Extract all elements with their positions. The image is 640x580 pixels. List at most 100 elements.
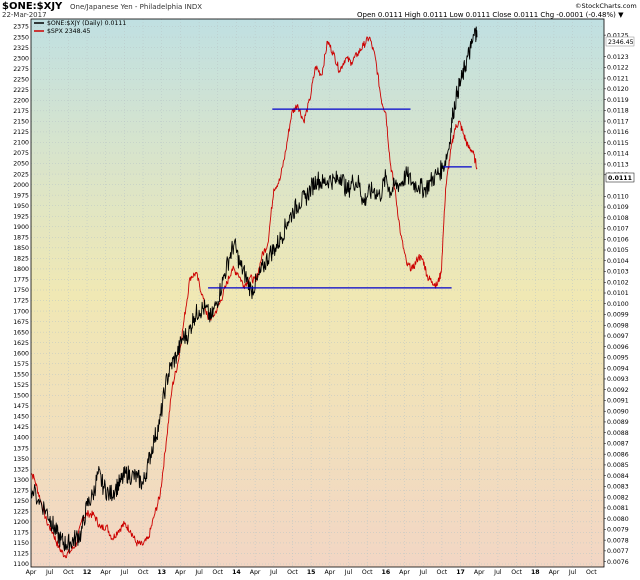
right-tick-label: 0.0114 <box>607 151 629 158</box>
spx-last-badge <box>605 36 635 47</box>
right-tick-label: 0.0116 <box>607 129 629 136</box>
xjy-series-line <box>31 26 478 553</box>
right-tick-label: 0.0080 <box>607 516 629 523</box>
x-tick-label: Jul <box>344 569 353 576</box>
left-tick-label: 1825 <box>13 256 29 263</box>
x-tick-label: Oct <box>212 569 223 576</box>
left-tick-label: 2225 <box>13 87 29 94</box>
left-tick-label: 1150 <box>13 540 29 547</box>
right-tick-label: 0.0103 <box>607 269 629 276</box>
left-axis: 1100 1125 1150 1175 1200 1225 1250 1275 1300 1325… <box>13 24 29 568</box>
x-tick-label: 14 <box>232 569 241 576</box>
right-tick-label: 0.0123 <box>607 54 629 61</box>
x-tick-label: Oct <box>511 569 522 576</box>
right-tick-label: 0.0093 <box>607 376 629 383</box>
left-tick-label: 2175 <box>13 108 29 115</box>
x-tick-label: 12 <box>83 569 92 576</box>
x-tick-label: Oct <box>63 569 74 576</box>
x-tick-label: Oct <box>287 569 298 576</box>
right-tick-label: 0.0082 <box>607 494 629 501</box>
left-tick-label: 1400 <box>13 435 29 442</box>
x-tick-label: Oct <box>362 569 373 576</box>
right-tick-label: 0.0109 <box>607 204 629 211</box>
x-tick-label: Apr <box>399 569 410 576</box>
left-tick-label: 1525 <box>13 382 29 389</box>
left-tick-label: 2025 <box>13 171 29 178</box>
x-tick-label: Apr <box>100 569 111 576</box>
left-tick-label: 2275 <box>13 66 29 73</box>
x-tick-label: Jul <box>418 569 427 576</box>
x-tick-label: Oct <box>138 569 149 576</box>
brand-label: ©StockCharts.com <box>575 2 637 10</box>
spx-series-line <box>31 36 478 559</box>
right-tick-label: 0.0122 <box>607 65 629 72</box>
left-tick-label: 1250 <box>13 498 29 505</box>
right-tick-label: 0.0106 <box>607 236 629 243</box>
right-tick-label: 0.0107 <box>607 226 629 233</box>
right-tick-label: 0.0115 <box>607 140 629 147</box>
right-tick-label: 0.0081 <box>607 505 629 512</box>
left-tick-label: 1100 <box>13 561 29 568</box>
x-tick-label: Apr <box>474 569 485 576</box>
right-tick-label: 0.0088 <box>607 430 629 437</box>
left-tick-label: 2100 <box>13 140 29 147</box>
right-tick-label: 0.0089 <box>607 419 629 426</box>
x-axis: Apr Jul Oct 12 Apr Jul Oct 13 Apr Jul Oct 14 Apr Jul O… <box>26 569 598 576</box>
support-lines <box>208 108 472 289</box>
left-tick-label: 2075 <box>13 150 29 157</box>
right-tick-label: 0.0113 <box>607 161 629 168</box>
left-tick-label: 1325 <box>13 466 29 473</box>
left-tick-label: 1700 <box>13 308 29 315</box>
left-tick-label: 1600 <box>13 350 29 357</box>
left-tick-label: 1775 <box>13 277 29 284</box>
legend-label-xjy: $ONE:$XJY (Daily) 0.0111 <box>47 20 126 27</box>
x-tick-label: Apr <box>26 569 37 576</box>
right-tick-label: 0.0095 <box>607 355 629 362</box>
right-tick-label: 0.0110 <box>607 193 629 200</box>
legend: $ONE:$XJY (Daily) 0.0111 $SPX 2348.45 <box>34 20 126 35</box>
left-tick-label: 1675 <box>13 319 29 326</box>
right-tick-label: 0.0125 <box>607 32 629 39</box>
x-tick-label: Oct <box>437 569 448 576</box>
left-tick-label: 2000 <box>13 182 29 189</box>
left-tick-label: 1200 <box>13 519 29 526</box>
left-tick-label: 2250 <box>13 76 29 83</box>
left-tick-label: 1900 <box>13 224 29 231</box>
right-tick-label: 0.0084 <box>607 473 629 480</box>
right-tick-label: 0.0100 <box>607 301 629 308</box>
chart-subtitle: One/Japanese Yen - Philadelphia INDX <box>70 3 202 11</box>
left-tick-label: 1625 <box>13 340 29 347</box>
left-tick-label: 1575 <box>13 361 29 368</box>
right-tick-label: 0.0101 <box>607 290 629 297</box>
right-tick-label: 0.0117 <box>607 118 629 125</box>
right-tick-label: 0.0097 <box>607 333 629 340</box>
left-tick-label: 2300 <box>13 55 29 62</box>
x-tick-label: Jul <box>45 569 54 576</box>
x-tick-label: Apr <box>250 569 261 576</box>
left-tick-label: 1125 <box>13 551 29 558</box>
left-tick-label: 1875 <box>13 235 29 242</box>
right-tick-label: 0.0108 <box>607 215 629 222</box>
left-tick-label: 1425 <box>13 424 29 431</box>
x-tick-label: Apr <box>549 569 560 576</box>
x-tick-label: 17 <box>456 569 465 576</box>
right-tick-label: 0.0121 <box>607 75 629 82</box>
right-tick-label: 0.0119 <box>607 97 629 104</box>
right-tick-label: 0.0104 <box>607 258 629 265</box>
left-tick-label: 2350 <box>13 34 29 41</box>
right-tick-label: 0.0120 <box>607 86 629 93</box>
left-tick-label: 1475 <box>13 403 29 410</box>
left-tick-label: 1975 <box>13 192 29 199</box>
left-tick-label: 2150 <box>13 119 29 126</box>
left-tick-label: 1175 <box>13 530 29 537</box>
x-tick-label: Jul <box>269 569 278 576</box>
chart-title: $ONE:$XJY <box>2 1 63 12</box>
left-tick-label: 1725 <box>13 298 29 305</box>
left-tick-label: 1350 <box>13 456 29 463</box>
left-tick-label: 2125 <box>13 129 29 136</box>
chart-date: 22-Mar-2017 <box>2 11 47 19</box>
x-tick-label: 15 <box>307 569 316 576</box>
x-tick-label: 18 <box>531 569 540 576</box>
x-tick-label: 16 <box>382 569 391 576</box>
